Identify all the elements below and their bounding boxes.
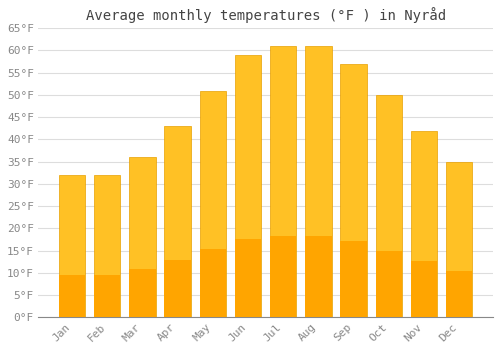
Bar	[235, 55, 261, 317]
Bar	[446, 162, 472, 317]
Bar	[340, 64, 367, 317]
Bar	[200, 250, 226, 317]
Title: Average monthly temperatures (°F ) in Nyråd: Average monthly temperatures (°F ) in Ny…	[86, 7, 446, 23]
Bar	[305, 46, 332, 317]
Bar	[270, 236, 296, 317]
Bar	[270, 46, 296, 317]
Bar	[411, 131, 437, 317]
Bar	[376, 251, 402, 317]
Bar	[129, 270, 156, 317]
Bar	[340, 241, 367, 317]
Bar	[94, 275, 120, 317]
Bar	[164, 126, 191, 317]
Bar	[411, 261, 437, 317]
Bar	[59, 175, 85, 317]
Bar	[129, 157, 156, 317]
Bar	[94, 175, 120, 317]
Bar	[164, 260, 191, 317]
Bar	[446, 271, 472, 317]
Bar	[235, 239, 261, 317]
Bar	[200, 91, 226, 317]
Bar	[305, 236, 332, 317]
Bar	[59, 275, 85, 317]
Bar	[376, 95, 402, 317]
